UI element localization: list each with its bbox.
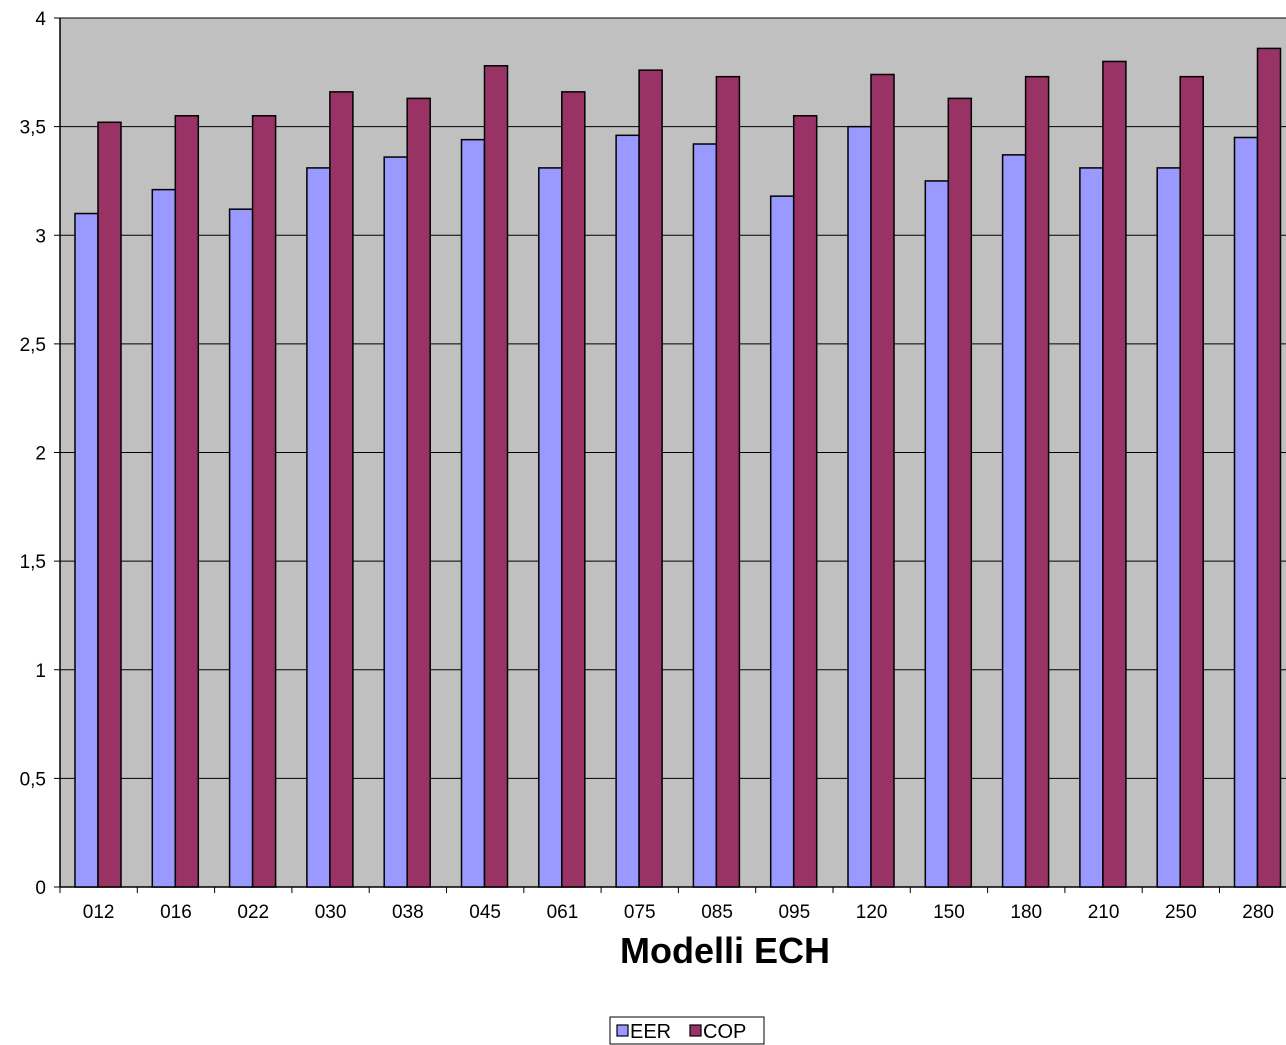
y-tick-label: 3 [35,226,46,247]
y-axis: 0 0,5 1 1,5 2 2,5 3 3,5 4 [20,9,61,899]
x-tick-label: 085 [701,902,733,923]
x-axis: 012 016 022 030 038 045 061 075 085 095 120 150 180 2… [59,886,1286,923]
bar-cop-120 [870,73,895,888]
bar-cop-045 [483,65,509,888]
bar-eer-210 [1079,167,1104,888]
bar-cop-075 [638,69,663,888]
x-tick-label: 061 [547,902,579,923]
y-tick-label: 0,5 [20,769,46,790]
bar-eer-150 [924,180,950,888]
bar-cop-016 [174,115,200,888]
bar-eer-180 [1001,154,1027,888]
bar-eer-061 [538,167,563,888]
x-tick-label: 022 [237,902,269,923]
y-tick-label: 1,5 [20,552,46,573]
y-tick-label: 4 [35,9,46,30]
bar-cop-280 [1256,47,1282,888]
bars [74,47,1282,888]
y-tick-label: 2,5 [20,335,46,356]
y-tick-label: 1 [35,661,46,682]
x-tick-label: 280 [1242,902,1274,923]
x-tick-label: 075 [624,902,656,923]
x-tick-label: 150 [933,902,965,923]
x-tick-label: 120 [856,902,888,923]
x-tick-label: 180 [1010,902,1042,923]
x-tick-label: 045 [469,902,501,923]
bar-eer-075 [615,134,640,888]
bar-eer-012 [74,212,99,888]
y-tick-label: 3,5 [20,118,46,139]
x-tick-label: 038 [392,902,424,923]
bar-cop-095 [792,115,818,888]
x-tick-label: 250 [1165,902,1197,923]
bar-cop-061 [561,91,586,888]
legend-label-cop: COP [703,1021,746,1043]
legend-swatch-cop [689,1024,702,1037]
bar-cop-012 [97,121,122,888]
bar-cop-022 [251,115,277,888]
x-tick-label: 030 [315,902,347,923]
bar-eer-045 [460,138,486,888]
bar-eer-250 [1156,167,1181,888]
legend-box [609,1016,765,1045]
x-tick-label: 210 [1088,902,1120,923]
bar-cop-210 [1102,60,1127,888]
bar-eer-030 [306,167,331,888]
y-tick-label: 2 [35,444,46,465]
bar-eer-085 [692,143,718,888]
bar-cop-150 [947,97,973,888]
x-tick-label: 012 [83,902,115,923]
bar-cop-030 [329,91,354,888]
bar-cop-250 [1179,75,1204,888]
legend: EER COP [609,1016,765,1045]
bar-eer-095 [769,195,795,888]
bar-cop-038 [406,97,431,888]
x-tick-label: 095 [778,902,810,923]
bar-cop-180 [1024,75,1050,888]
x-axis-title: Modelli ECH [620,930,830,971]
x-tick-label: 016 [160,902,192,923]
bar-eer-038 [383,156,408,888]
legend-label-eer: EER [630,1021,671,1043]
y-tick-label: 0 [35,878,46,899]
bar-eer-016 [151,188,177,888]
bar-eer-120 [847,125,872,888]
bar-eer-280 [1233,136,1259,888]
legend-swatch-eer [616,1024,629,1037]
bar-cop-085 [715,75,741,888]
bar-eer-022 [228,208,254,888]
